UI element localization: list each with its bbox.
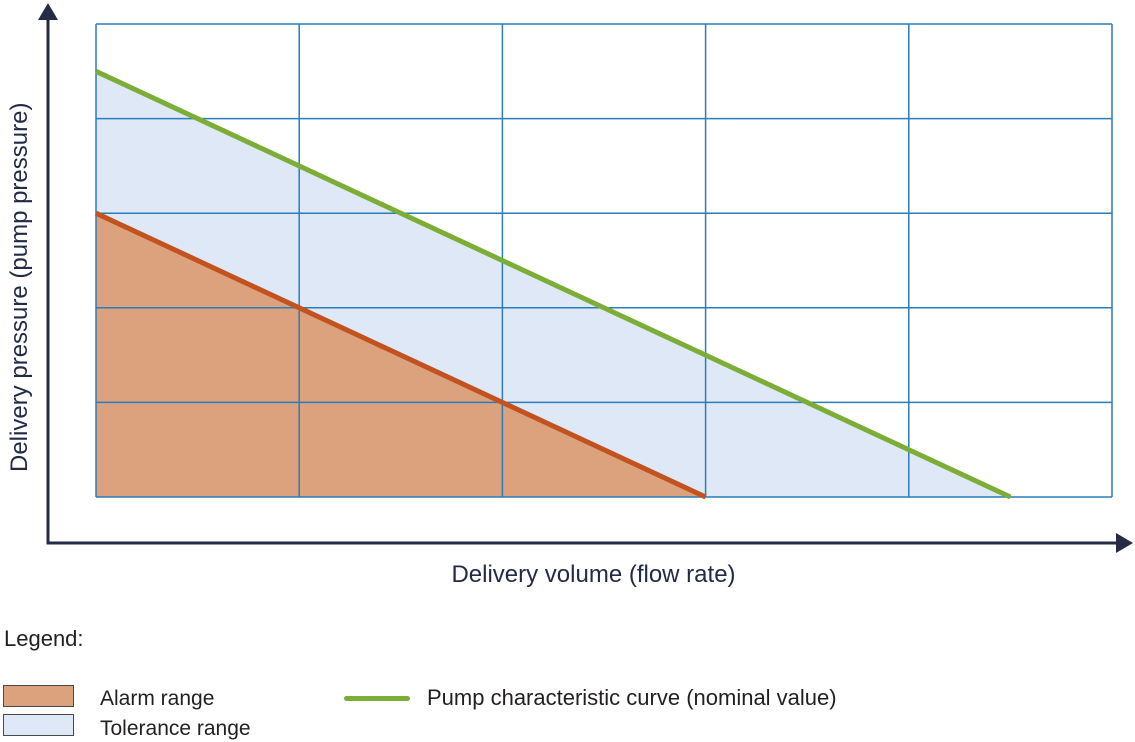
pump-curve-chart <box>38 3 1133 553</box>
axes <box>46 16 1119 545</box>
pump-characteristic-curve-nominal-value-line <box>94 69 1012 500</box>
pump-curve-swatch <box>344 696 410 701</box>
legend-title: Legend: <box>4 626 84 651</box>
alarm-range-upper-limit-line <box>94 210 707 500</box>
y-axis-label: Delivery pressure (pump pressure) <box>6 102 33 472</box>
tolerance-range-swatch <box>3 714 74 736</box>
legend-label-tolerance-range: Tolerance range <box>100 717 251 740</box>
y-axis-arrow-icon <box>38 3 58 20</box>
alarm-range-swatch <box>3 685 74 707</box>
x-axis-label: Delivery volume (flow rate) <box>451 561 736 588</box>
legend-label-pump-curve: Pump characteristic curve (nominal value… <box>427 685 837 710</box>
legend-label-alarm-range: Alarm range <box>100 687 215 710</box>
x-axis-arrow-icon <box>1116 533 1133 553</box>
